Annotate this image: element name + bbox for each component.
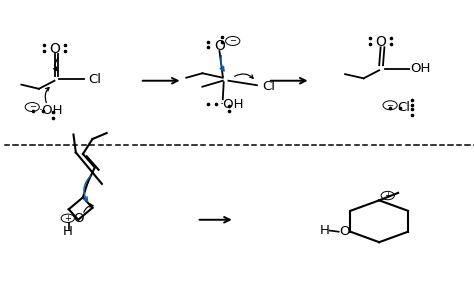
Text: ·OH: ·OH xyxy=(39,104,64,117)
Text: ·OH: ·OH xyxy=(220,97,245,111)
Text: +: + xyxy=(64,214,71,223)
Text: H: H xyxy=(63,225,73,238)
Text: H: H xyxy=(319,224,329,237)
Text: O: O xyxy=(49,42,60,56)
Text: O: O xyxy=(375,36,386,49)
Text: −: − xyxy=(387,101,393,110)
Text: −: − xyxy=(229,36,236,45)
Text: +: + xyxy=(384,191,391,200)
Text: O: O xyxy=(73,212,83,225)
Text: Cl: Cl xyxy=(397,101,410,114)
Text: O: O xyxy=(339,225,350,238)
Text: O: O xyxy=(214,39,225,53)
Text: −: − xyxy=(29,103,36,112)
Text: Cl: Cl xyxy=(88,73,101,86)
Text: OH: OH xyxy=(411,62,431,75)
Text: Cl: Cl xyxy=(262,80,275,93)
